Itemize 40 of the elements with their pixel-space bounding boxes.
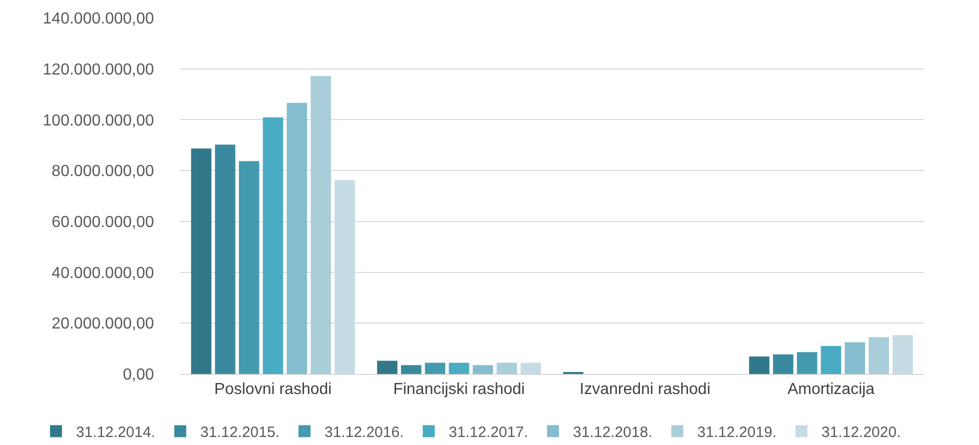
- legend-label: 31.12.2018.: [573, 424, 652, 442]
- y-tick-label: 60.000.000,00: [52, 214, 154, 232]
- bar: [215, 144, 236, 374]
- y-tick-label: 80.000.000,00: [52, 163, 154, 180]
- bar: [496, 362, 517, 374]
- y-tick-label: 140.000.000,00: [42, 10, 154, 28]
- bar: [238, 161, 260, 374]
- y-tick-label: 20.000.000,00: [52, 316, 154, 333]
- bar: [286, 102, 308, 374]
- x-tick-label: Amortizacija: [787, 381, 875, 398]
- bar: [310, 76, 331, 374]
- legend-label: 31.12.2016.: [324, 424, 404, 442]
- legend-label: 31.12.2020.: [822, 424, 901, 442]
- x-tick-label: Financijski rashodi: [393, 381, 525, 398]
- y-tick-label: 120.000.000,00: [42, 61, 154, 78]
- bar: [448, 362, 470, 374]
- bar: [191, 148, 212, 374]
- bar: [472, 365, 494, 374]
- y-tick-label: 40.000.000,00: [52, 264, 154, 282]
- legend-label: 31.12.2014.: [76, 424, 156, 442]
- bar: [424, 362, 446, 374]
- bar: [820, 346, 842, 374]
- bar: [520, 362, 541, 374]
- y-tick-label: 100.000.000,00: [42, 112, 154, 130]
- bar: [773, 354, 794, 374]
- bar: [796, 352, 818, 374]
- bar: [262, 117, 284, 374]
- y-tick-label: 0,00: [122, 366, 154, 384]
- x-tick-label: Poslovni rashodi: [214, 381, 332, 398]
- x-tick-label: Izvanredni rashodi: [580, 381, 710, 398]
- bar: [377, 360, 398, 374]
- bar: [749, 356, 770, 374]
- bar: [334, 180, 355, 374]
- bar: [401, 365, 422, 374]
- legend-label: 31.12.2017.: [448, 424, 528, 442]
- legend-label: 31.12.2015.: [200, 424, 280, 442]
- bar: [892, 335, 913, 374]
- bar: [844, 342, 866, 374]
- legend-label: 31.12.2019.: [697, 424, 776, 442]
- bar: [868, 337, 889, 374]
